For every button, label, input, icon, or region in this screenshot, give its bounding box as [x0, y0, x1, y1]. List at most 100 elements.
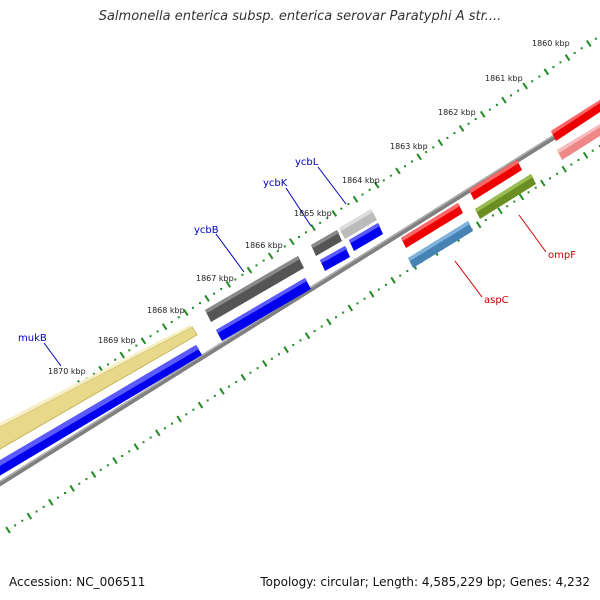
gene-label-aspC[interactable]: aspC: [484, 295, 509, 306]
gene-mukB-bar[interactable]: [0, 326, 198, 450]
track-dot: [399, 274, 402, 277]
gene-ycbB-bar[interactable]: [205, 256, 304, 322]
tick-mark: [176, 415, 182, 423]
tick-mark: [161, 323, 168, 331]
gene-label-ycbB[interactable]: ycbB: [194, 225, 219, 236]
tick-mark: [183, 309, 189, 317]
tick-label-1868: 1868 kbp: [147, 306, 185, 315]
rna-reverse-2[interactable]: [469, 160, 522, 200]
track-dot: [135, 344, 138, 347]
track-dot: [320, 325, 323, 328]
topology-label: Topology: circular; Length: 4,585,229 bp…: [260, 575, 590, 589]
tick-mark: [90, 471, 97, 478]
track-dot: [340, 207, 343, 210]
gene-aspC-bar-top: [408, 221, 470, 261]
gene-ycbL-bar-top: [339, 209, 373, 231]
track-dot: [531, 80, 534, 83]
tick-label-1860: 1860 kbp: [532, 39, 570, 48]
cds-forward-4-top: [349, 223, 380, 243]
track-dot: [598, 145, 600, 148]
track-dot: [255, 264, 258, 267]
tick-mark: [475, 221, 482, 229]
tick-mark: [304, 332, 311, 340]
gene-ycbK-bar[interactable]: [311, 230, 342, 256]
track-dot: [570, 163, 573, 166]
track-dot: [527, 191, 530, 194]
track-dot: [198, 302, 201, 305]
gene-label-ycbL[interactable]: ycbL: [295, 157, 319, 168]
track-dot: [432, 146, 435, 149]
tick-mark: [331, 209, 338, 217]
gene-ompF-bar[interactable]: [475, 174, 536, 219]
track-dot: [573, 51, 576, 54]
leader-ycbK: [285, 187, 312, 227]
tick-mark: [416, 153, 422, 161]
track-dot: [484, 219, 487, 222]
track-dot: [403, 165, 406, 168]
track-dot: [292, 343, 295, 346]
track-dot: [64, 491, 67, 494]
track-dot: [99, 468, 102, 471]
track-dot: [474, 118, 477, 121]
track-dot: [149, 335, 152, 338]
track-dot: [78, 482, 81, 485]
cds-forward-3[interactable]: [320, 246, 350, 271]
tick-mark: [5, 526, 11, 534]
rna-reverse-1[interactable]: [401, 203, 463, 248]
track-dot: [488, 108, 491, 111]
track-dot: [249, 371, 252, 374]
tick-label-1862: 1862 kbp: [438, 108, 476, 117]
tick-mark: [522, 82, 528, 90]
track-dot: [305, 231, 308, 234]
tick-mark: [133, 443, 140, 451]
track-dot: [510, 94, 513, 97]
tick-mark: [240, 373, 247, 381]
track-dot: [335, 316, 338, 319]
tick-mark: [458, 124, 465, 132]
track-dot: [368, 188, 371, 191]
genome-backbone: [0, 105, 600, 487]
tick-mark: [326, 318, 332, 326]
track-dot: [213, 394, 216, 397]
cds-forward-1-top: [0, 345, 199, 466]
tick-mark: [225, 280, 232, 288]
tick-mark: [197, 401, 204, 409]
track-dot: [185, 413, 188, 416]
rna-reverse-1-top: [401, 203, 460, 241]
track-dot: [128, 349, 131, 352]
track-dot: [299, 339, 302, 342]
accession-label: Accession: NC_006511: [9, 575, 146, 589]
tick-mark: [561, 165, 567, 173]
gene-ycbL-bar[interactable]: [339, 209, 377, 239]
track-dot: [163, 427, 166, 430]
tick-label-1870: 1870 kbp: [48, 367, 86, 376]
track-dot: [191, 306, 194, 309]
track-dot: [234, 278, 237, 281]
track-dot: [556, 172, 559, 175]
leader-ycbL: [317, 166, 347, 205]
track-dot: [262, 259, 265, 262]
map-title: Salmonella enterica subsp. enterica sero…: [98, 9, 502, 24]
gene-label-ompF[interactable]: ompF: [548, 250, 576, 261]
leader-aspC: [454, 260, 483, 298]
tick-mark: [347, 304, 354, 312]
track-dot: [491, 214, 494, 217]
gene-label-mukB[interactable]: mukB: [18, 333, 47, 344]
tick-label-1864: 1864 kbp: [342, 176, 380, 185]
track-dot: [21, 519, 24, 522]
cds-forward-4[interactable]: [349, 223, 383, 251]
track-dot: [411, 160, 414, 163]
inner-dot-track: [14, 145, 600, 527]
tick-mark: [543, 68, 550, 76]
tick-mark: [283, 346, 289, 354]
track-dot: [213, 292, 216, 295]
gene-label-ycbK[interactable]: ycbK: [263, 178, 288, 189]
gene-aspC-bar[interactable]: [408, 221, 473, 268]
cds-forward-1[interactable]: [0, 345, 202, 478]
tick-label-1865: 1865 kbp: [294, 209, 332, 218]
track-dot: [241, 273, 244, 276]
leader-mukB: [43, 342, 62, 367]
track-dot: [256, 367, 259, 370]
cds-forward-2[interactable]: [216, 278, 311, 341]
